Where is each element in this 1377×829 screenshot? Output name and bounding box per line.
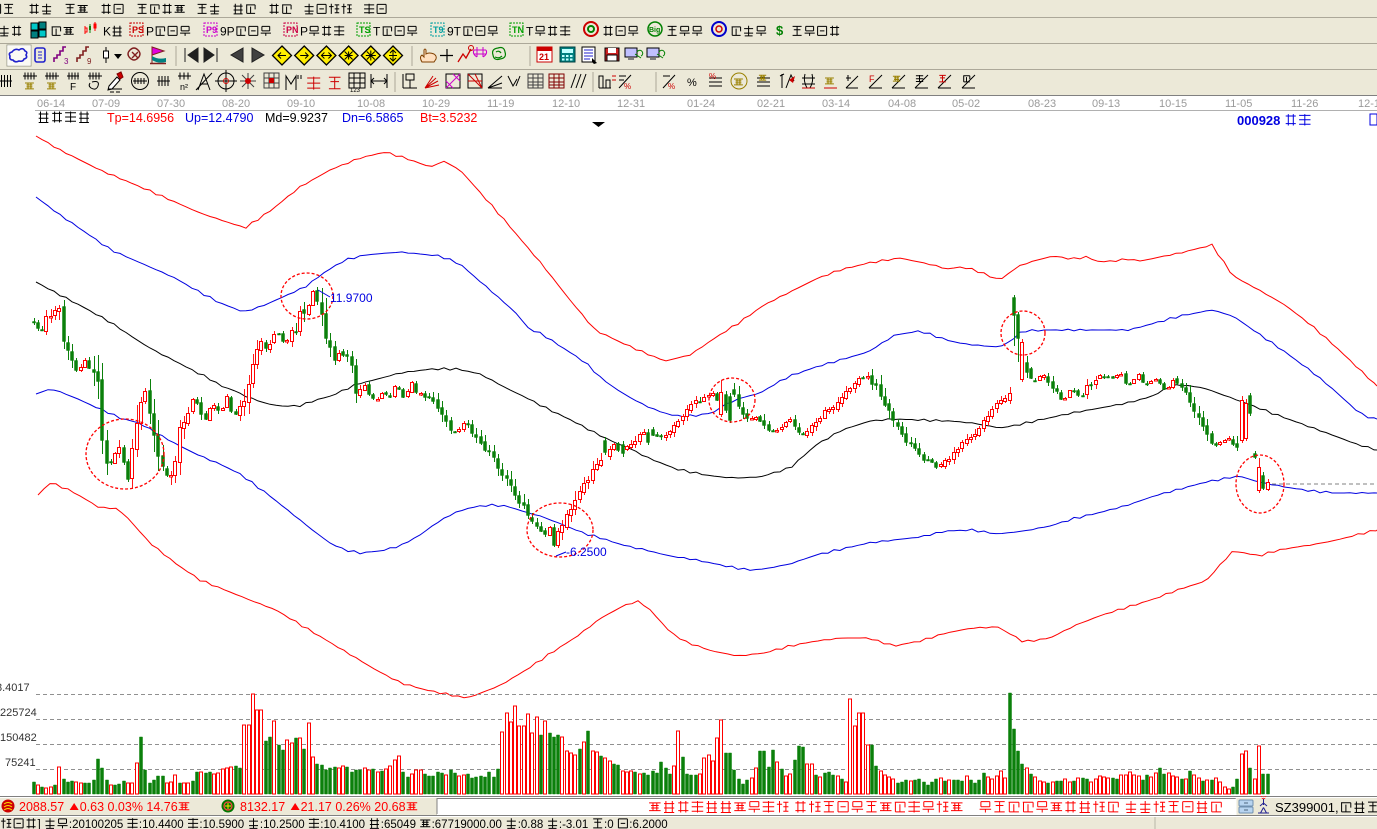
svg-text:Dn=6.5865: Dn=6.5865 (342, 111, 404, 125)
svg-text:$: $ (776, 23, 784, 38)
svg-text::0: :0 (604, 819, 614, 829)
svg-text:-6.2500: -6.2500 (566, 545, 607, 559)
svg-text:09-13: 09-13 (1092, 98, 1120, 110)
svg-text::20100205: :20100205 (69, 819, 123, 829)
svg-text:3: 3 (64, 57, 69, 66)
svg-text:21.17 0.26% 20.68: 21.17 0.26% 20.68 (301, 800, 406, 814)
svg-text:07-30: 07-30 (157, 98, 185, 110)
svg-text:P: P (300, 25, 308, 39)
svg-text:11-05: 11-05 (1225, 98, 1252, 110)
svg-text:K: K (103, 25, 111, 39)
svg-text:225724: 225724 (0, 707, 37, 719)
svg-text:%: % (624, 82, 631, 91)
svg-text:]: ] (38, 819, 41, 829)
svg-text:SZ399001,: SZ399001, (1275, 800, 1339, 815)
svg-text::10.2500: :10.2500 (260, 819, 305, 829)
svg-text:10-15: 10-15 (1159, 98, 1187, 110)
svg-text::6.2000: :6.2000 (629, 819, 667, 829)
svg-text:11-26: 11-26 (1291, 98, 1318, 110)
svg-text:TS: TS (359, 25, 371, 35)
svg-text:2088.57: 2088.57 (19, 800, 64, 814)
svg-text:11-19: 11-19 (487, 98, 514, 110)
svg-text:07-09: 07-09 (92, 98, 120, 110)
svg-text:08-23: 08-23 (1028, 98, 1056, 110)
svg-text:123: 123 (350, 88, 361, 94)
svg-text:02-21: 02-21 (757, 98, 785, 110)
svg-text:10-08: 10-08 (357, 98, 385, 110)
svg-text::-3.01: :-3.01 (559, 819, 588, 829)
svg-text::67719000.00: :67719000.00 (432, 819, 502, 829)
svg-text:10-29: 10-29 (422, 98, 450, 110)
svg-text:%: % (687, 77, 697, 89)
svg-text:000928: 000928 (1237, 113, 1280, 128)
svg-text:P9: P9 (206, 25, 217, 35)
svg-text:01-24: 01-24 (687, 98, 715, 110)
svg-text:Md=9.9237: Md=9.9237 (265, 111, 328, 125)
svg-text:09-10: 09-10 (287, 98, 315, 110)
svg-text:03-14: 03-14 (822, 98, 850, 110)
svg-text:%: % (709, 72, 716, 81)
svg-text:PN: PN (286, 25, 299, 35)
svg-text:%: % (668, 82, 675, 91)
svg-text:75241: 75241 (5, 757, 36, 769)
svg-text:F: F (869, 74, 875, 84)
svg-text:Tp=14.6956: Tp=14.6956 (107, 111, 174, 125)
svg-text:P: P (146, 25, 154, 39)
svg-text:0.63 0.03% 14.76: 0.63 0.03% 14.76 (80, 800, 178, 814)
svg-text::10.5900: :10.5900 (199, 819, 244, 829)
svg-text:8.4017: 8.4017 (0, 682, 30, 694)
svg-text:Bt=3.5232: Bt=3.5232 (420, 111, 477, 125)
svg-text:9T: 9T (447, 25, 462, 39)
svg-text:F: F (70, 82, 76, 93)
svg-text:11.9700: 11.9700 (330, 291, 373, 305)
svg-text:8132.17: 8132.17 (240, 800, 285, 814)
svg-text:05-02: 05-02 (952, 98, 980, 110)
svg-text:9P: 9P (220, 25, 235, 39)
svg-text:150482: 150482 (0, 732, 37, 744)
svg-text:Up=12.4790: Up=12.4790 (185, 111, 254, 125)
svg-text:n²: n² (180, 82, 188, 92)
svg-text::10.4400: :10.4400 (139, 819, 184, 829)
svg-text::65049: :65049 (381, 819, 416, 829)
svg-text::10.4100: :10.4100 (320, 819, 365, 829)
svg-text:12-17: 12-17 (1358, 98, 1377, 110)
svg-text:T9: T9 (433, 25, 444, 35)
svg-text:12-10: 12-10 (552, 98, 580, 110)
svg-text:08-20: 08-20 (222, 98, 250, 110)
svg-text::0.88: :0.88 (518, 819, 544, 829)
svg-text:04-08: 04-08 (888, 98, 916, 110)
svg-text:PS: PS (132, 25, 144, 35)
svg-text:Big: Big (649, 27, 660, 34)
svg-text:T: T (526, 25, 534, 39)
svg-text:21: 21 (539, 52, 549, 62)
svg-text:06-14: 06-14 (37, 98, 65, 110)
svg-text:TN: TN (512, 25, 524, 35)
svg-text:T: T (373, 25, 381, 39)
svg-text:9: 9 (87, 57, 92, 66)
svg-text:12-31: 12-31 (617, 98, 645, 110)
